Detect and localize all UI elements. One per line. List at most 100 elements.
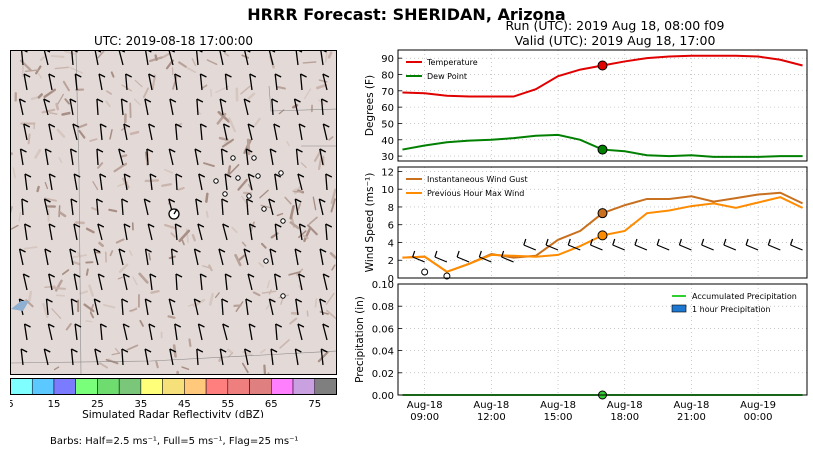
y-tick-label: 0 [388,274,394,285]
time-barb [590,244,603,251]
terrain-ridge [58,210,67,218]
legend-label: 1 hour Precipitation [692,305,771,314]
wind-barb [69,248,77,266]
wind-barb [249,73,257,91]
barb-feather [243,248,251,253]
barb-staff [21,51,24,66]
barb-staff [48,273,53,291]
terrain-ridge [317,156,323,171]
barb-staff [148,123,153,141]
terrain-ridge [176,370,180,374]
wind-barb [96,98,104,116]
barb-feather [275,223,282,228]
terrain-ridge [238,254,246,261]
terrain-ridge [58,157,63,164]
barb-feather [121,198,129,203]
barb-staff [74,73,78,91]
terrain-ridge [83,303,95,313]
wind-barb [146,148,154,166]
time-barb [479,256,492,263]
terrain-ridge [78,129,86,139]
wind-barb [144,348,152,366]
wind-barb [122,273,130,291]
wind-barb [219,348,227,366]
wind-barb [174,323,182,341]
barb-staff [297,173,303,191]
wind-barb [48,173,56,191]
y-tick-label: 0.06 [372,324,394,335]
time-barb-feather [501,250,505,258]
barb-staff [224,173,228,191]
colorbar-tick-label: 45 [178,399,191,410]
terrain-ridge [234,253,242,267]
barb-feather [273,123,281,128]
barb-feather [24,51,28,53]
wind-barb [43,51,51,66]
barb-feather [74,51,78,53]
terrain-ridge [289,317,298,325]
barb-staff [294,198,299,216]
main-title: HRRR Forecast: SHERIDAN, Arizona [247,5,566,24]
y-tick-label: 50 [381,119,394,130]
wind-barb [325,223,333,241]
barb-staff [221,298,224,316]
wind-barb [298,273,305,291]
terrain-ridge [186,67,197,74]
wind-barb [149,173,157,191]
barb-feather [319,148,327,153]
terrain-ridge [34,148,42,159]
terrain-ridge [291,188,298,193]
barb-staff [273,123,278,141]
legend-label: Previous Hour Max Wind [427,189,524,198]
barb-staff [121,298,124,316]
terrain-ridge [134,79,143,88]
terrain-ridge [279,339,290,349]
barb-staff [169,98,174,116]
wind-barb [45,298,53,316]
terrain-ridge [62,80,70,92]
wind-barb [71,51,78,66]
terrain-ridge [163,223,177,230]
barb-staff [147,223,153,241]
barb-feather [274,273,281,278]
terrain-ridge [242,351,253,356]
barb-feather [268,198,276,203]
barb-staff [195,198,199,216]
barb-feather [121,51,126,53]
barb-staff [318,198,324,216]
terrain-ridge [37,93,43,99]
terrain-ridge [288,271,301,276]
wind-barb [21,198,29,216]
y-tick-label: 0.08 [372,302,394,313]
x-tick-label: 09:00 [410,412,439,423]
wind-barb [70,198,78,216]
time-barb [701,244,714,251]
time-barb-feather [545,238,549,246]
barb-feather [48,223,56,228]
barb-staff [44,148,49,166]
barb-staff [274,73,278,91]
station-circle [213,178,219,184]
barb-staff [174,323,178,341]
barb-feather [174,73,182,78]
barb-feather [168,198,176,203]
colorbar-tick-label: 65 [265,399,278,410]
wind-barb [320,51,327,66]
barb-staff [69,248,74,266]
terrain-ridge [126,344,139,351]
terrain-ridge [71,260,81,266]
barb-feather [246,51,251,53]
barb-staff [297,323,303,341]
terrain-ridge [300,162,307,169]
time-barb [456,256,470,263]
barb-staff [224,273,228,291]
wind-barb [96,198,103,216]
barb-feather [225,73,232,78]
barb-feather [94,348,102,353]
barb-feather [175,223,182,228]
barb-staff [219,348,224,366]
terrain-ridge [111,352,121,356]
terrain-ridge [61,111,71,116]
x-tick-label: Aug-18 [407,400,443,411]
wind-barb [320,98,328,116]
